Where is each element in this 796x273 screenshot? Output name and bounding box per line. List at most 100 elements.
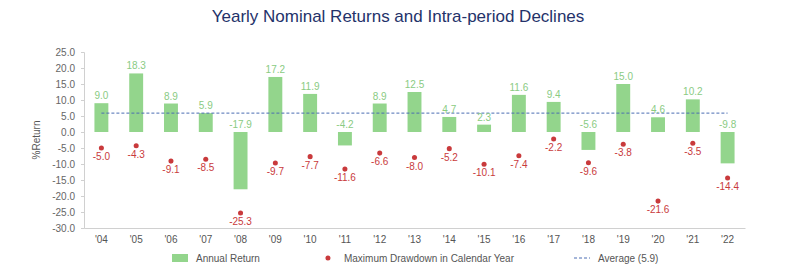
x-tick-label: '16 [512, 234, 525, 245]
x-tick-label: '10 [304, 234, 317, 245]
y-tick-label: 10.0 [56, 95, 76, 106]
legend-label: Average (5.9) [598, 253, 658, 264]
drawdown-point [377, 151, 382, 156]
y-tick: -5.0 [58, 143, 84, 154]
y-tick-mark [81, 164, 84, 165]
y-tick-mark [81, 212, 84, 213]
x-tick: '14 [443, 228, 456, 245]
bar-label: 5.9 [199, 100, 213, 111]
bar [721, 132, 735, 163]
y-tick-label: -15.0 [52, 175, 75, 186]
legend-label: Maximum Drawdown in Calendar Year [344, 253, 515, 264]
legend-swatch [574, 258, 590, 259]
point-label: -4.3 [128, 149, 146, 160]
x-tick: '13 [408, 228, 421, 245]
x-tick-label: '17 [547, 234, 560, 245]
bar [651, 117, 665, 132]
y-tick-label: 5.0 [61, 111, 75, 122]
point-label: -9.1 [162, 164, 180, 175]
bar-label: 18.3 [126, 60, 146, 71]
title: Yearly Nominal Returns and Intra-period … [212, 7, 585, 26]
drawdown-point [516, 153, 521, 158]
bar-label: 11.6 [510, 82, 529, 93]
bar [547, 102, 561, 132]
y-tick-label: -20.0 [52, 191, 75, 202]
point-label: -25.3 [229, 216, 252, 227]
y-tick-mark [81, 228, 84, 229]
x-tick-label: '05 [130, 234, 143, 245]
drawdown-point [342, 167, 347, 172]
x-tick-label: '04 [95, 234, 108, 245]
point-label: -9.7 [267, 166, 285, 177]
bar-label: 9.0 [94, 90, 108, 101]
bar [129, 73, 143, 132]
y-tick: 25.0 [56, 47, 84, 58]
x-tick-label: '19 [617, 234, 630, 245]
x-tick-label: '09 [269, 234, 282, 245]
drawdown-point [690, 141, 695, 146]
x-tick: '09 [269, 228, 282, 245]
legend-label: Annual Return [196, 253, 260, 264]
bar [94, 103, 108, 132]
y-tick-mark [81, 132, 84, 133]
bar-label: 8.9 [164, 91, 178, 102]
bar [581, 132, 595, 150]
bar [303, 94, 317, 132]
bar [442, 117, 456, 132]
x-tick: '19 [617, 228, 630, 245]
bar [234, 132, 248, 189]
bar [408, 92, 422, 132]
y-tick-label: 20.0 [56, 63, 76, 74]
y-tick: -30.0 [52, 223, 84, 234]
y-tick-mark [81, 196, 84, 197]
point-label: -7.4 [510, 159, 528, 170]
bar-label: 8.9 [373, 91, 387, 102]
y-tick-mark [81, 180, 84, 181]
drawdown-point [99, 145, 104, 150]
y-tick-label: 15.0 [56, 79, 76, 90]
drawdown-point [551, 137, 556, 142]
x-tick-label: '14 [443, 234, 456, 245]
bar-label: 2.3 [477, 112, 491, 123]
x-tick: '12 [373, 228, 386, 245]
x-tick: '16 [512, 228, 525, 245]
bar-label: 17.2 [266, 64, 286, 75]
x-tick: '04 [95, 228, 108, 245]
y-tick: -20.0 [52, 191, 84, 202]
bar [373, 104, 387, 132]
bar [268, 77, 282, 132]
y-tick-label: -5.0 [58, 143, 76, 154]
y-tick-mark [81, 100, 84, 101]
drawdown-point [308, 154, 313, 159]
x-tick-label: '08 [234, 234, 247, 245]
bar [199, 113, 213, 132]
drawdown-point [621, 142, 626, 147]
drawdown-point [586, 160, 591, 165]
y-tick-mark [81, 116, 84, 117]
point-label: -11.6 [334, 172, 356, 183]
bar [338, 132, 352, 145]
x-tick-label: '22 [721, 234, 734, 245]
point-label: -9.6 [580, 166, 598, 177]
drawdown-point [203, 157, 208, 162]
x-tick: '11 [339, 228, 352, 245]
drawdown-point [273, 161, 278, 166]
y-tick-label: -30.0 [52, 223, 75, 234]
y-tick: 5.0 [61, 111, 84, 122]
point-label: -3.8 [615, 147, 633, 158]
point-label: -8.5 [197, 162, 215, 173]
y-tick: -15.0 [52, 175, 84, 186]
x-tick: '17 [547, 228, 560, 245]
drawdown-point [168, 159, 173, 164]
drawdown-point [725, 176, 730, 181]
bar-label: -4.2 [336, 119, 354, 130]
y-axis: -30.0-25.0-20.0-15.0-10.0-5.00.05.010.01… [52, 47, 84, 234]
drawdown-point [656, 199, 661, 204]
point-label: -3.5 [684, 146, 702, 157]
x-tick-label: '15 [478, 234, 491, 245]
x-tick-label: '11 [339, 234, 352, 245]
bar-label: -5.6 [580, 119, 598, 130]
y-axis-line [81, 53, 85, 229]
y-tick-label: -10.0 [52, 159, 75, 170]
drawdown-point [238, 210, 243, 215]
